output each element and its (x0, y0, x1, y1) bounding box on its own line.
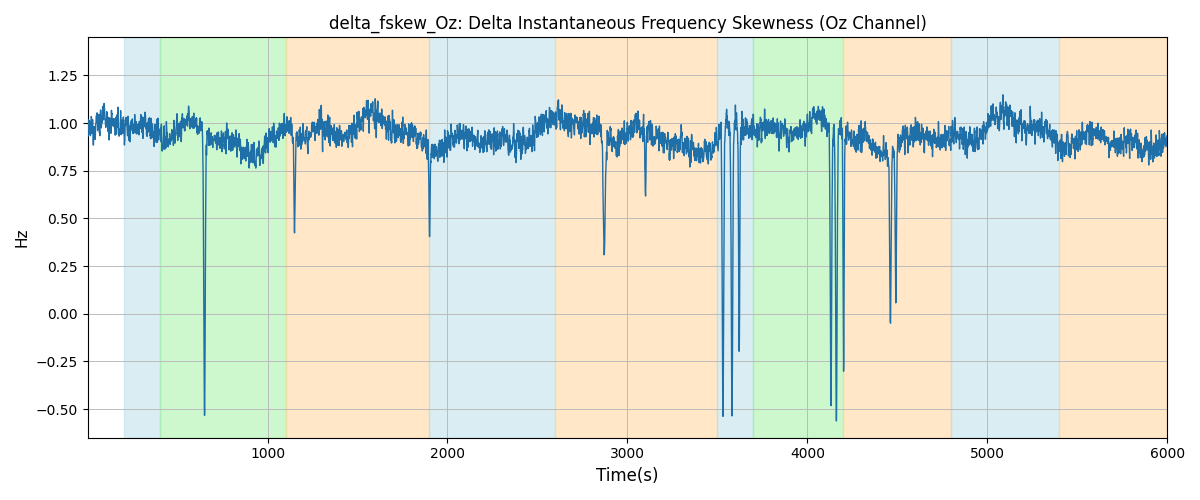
Bar (430, 38, 556, 438)
Bar (556, 38, 718, 438)
Bar (1060, 38, 1168, 438)
Bar (286, 38, 430, 438)
Bar (718, 38, 754, 438)
Y-axis label: Hz: Hz (14, 228, 30, 248)
Title: delta_fskew_Oz: Delta Instantaneous Frequency Skewness (Oz Channel): delta_fskew_Oz: Delta Instantaneous Freq… (329, 15, 926, 34)
Bar (160, 38, 286, 438)
X-axis label: Time(s): Time(s) (596, 467, 659, 485)
Bar (124, 38, 160, 438)
Bar (844, 38, 952, 438)
Bar (754, 38, 844, 438)
Bar (952, 38, 1060, 438)
